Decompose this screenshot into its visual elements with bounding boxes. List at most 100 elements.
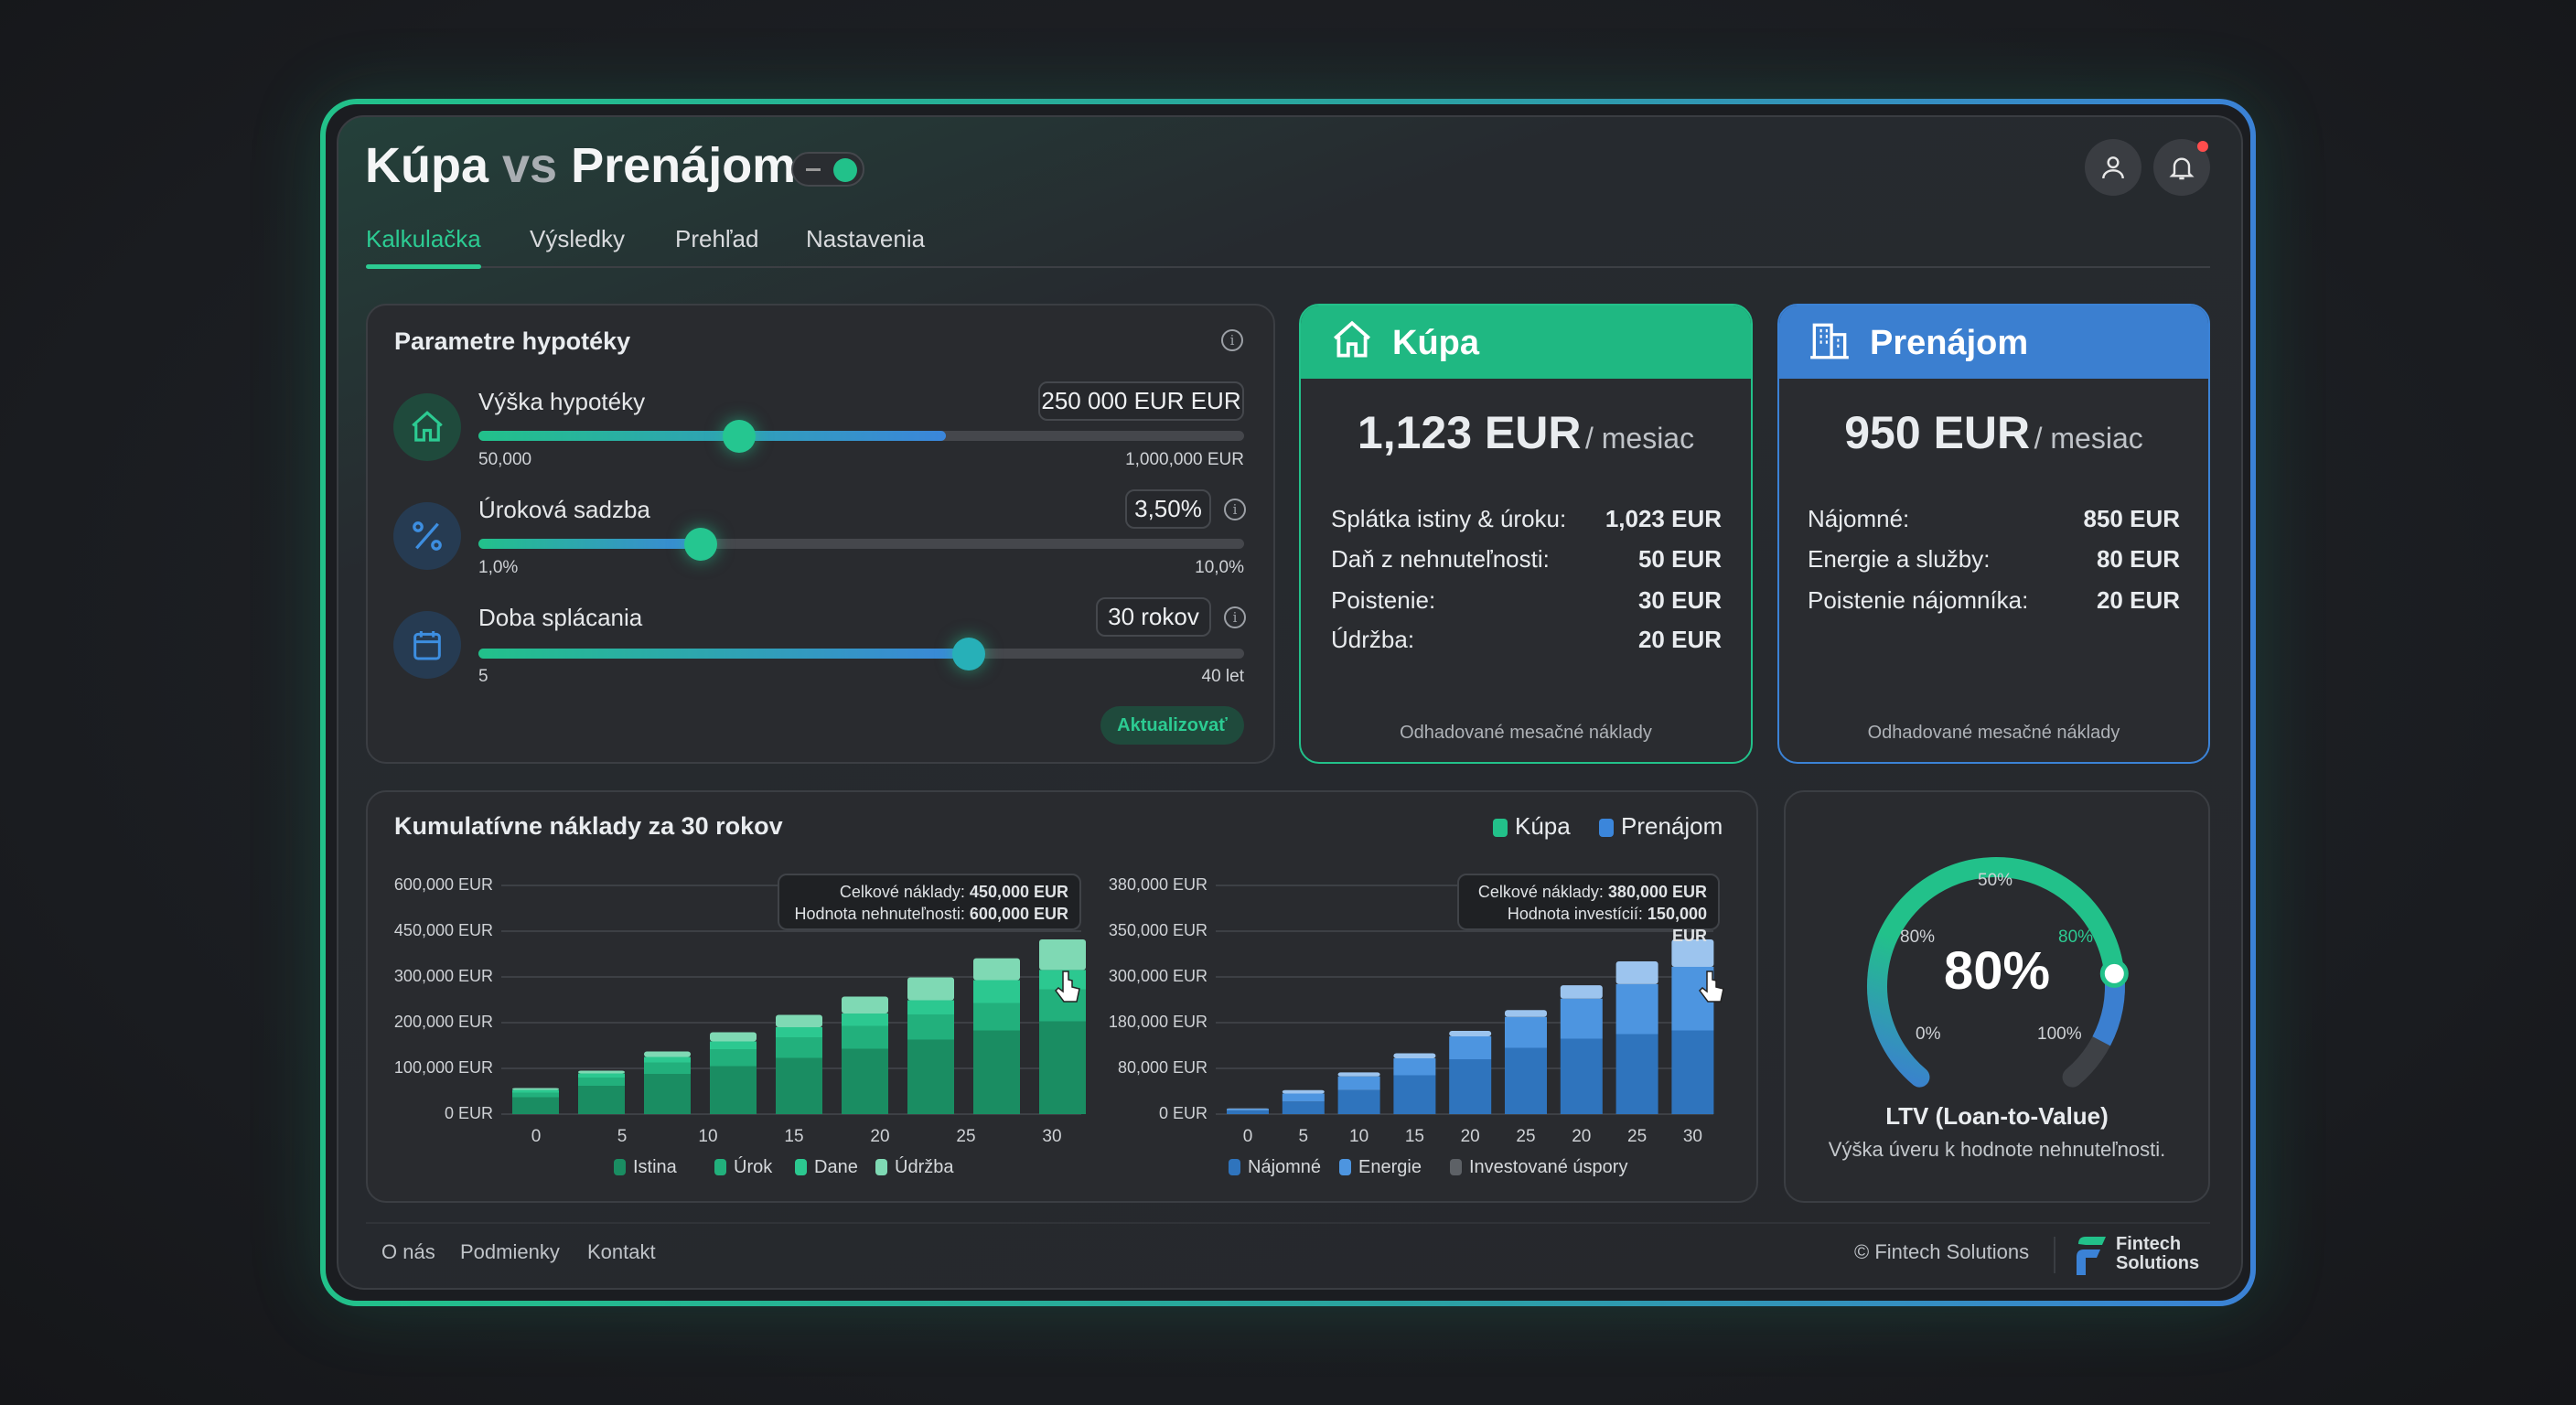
house-icon xyxy=(393,393,461,461)
legend-swatch xyxy=(1339,1159,1351,1175)
bar-segment-Nájomné[interactable] xyxy=(1671,1030,1714,1115)
bar-segment-Údržba[interactable] xyxy=(1039,939,1086,971)
info-icon[interactable]: i xyxy=(1224,606,1246,628)
footer-link-contact[interactable]: Kontakt xyxy=(587,1240,656,1263)
bar-segment-Investované úspory[interactable] xyxy=(1615,961,1658,984)
bar-segment-Energie[interactable] xyxy=(1560,998,1603,1039)
bar-segment-Nájomné[interactable] xyxy=(1282,1101,1325,1114)
bar-segment-Údržba[interactable] xyxy=(644,1051,691,1057)
chart-legend-item: Úrok xyxy=(714,1157,772,1178)
tab-nastavenia[interactable]: Nastavenia xyxy=(806,225,926,252)
cost-row-label: Energie a služby: xyxy=(1808,545,1991,573)
bar-segment-Údržba[interactable] xyxy=(907,977,954,1001)
bar-segment-Údržba[interactable] xyxy=(973,958,1020,981)
bar-segment-Investované úspory[interactable] xyxy=(1449,1031,1492,1036)
bar-segment-Nájomné[interactable] xyxy=(1337,1089,1380,1114)
bar-segment-Nájomné[interactable] xyxy=(1615,1034,1658,1115)
loan-term-slider[interactable] xyxy=(478,638,1244,670)
bar-segment-Úrok[interactable] xyxy=(776,1037,822,1058)
bar-segment-Dane[interactable] xyxy=(907,1000,954,1015)
chart-legend-item: Istina xyxy=(614,1157,677,1178)
tab-kalkulacka[interactable]: Kalkulačka xyxy=(366,225,481,252)
bar-segment-Investované úspory[interactable] xyxy=(1227,1108,1269,1110)
gauge-knob[interactable] xyxy=(2099,959,2129,988)
bar-segment-Istina[interactable] xyxy=(1039,1021,1086,1115)
bar-segment-Istina[interactable] xyxy=(907,1039,954,1115)
bar-segment-Nájomné[interactable] xyxy=(1227,1110,1269,1114)
bar-segment-Energie[interactable] xyxy=(1449,1036,1492,1059)
bar-segment-Istina[interactable] xyxy=(512,1097,559,1115)
loan-term-input[interactable]: 30 rokov xyxy=(1096,597,1211,637)
bar-segment-Energie[interactable] xyxy=(1337,1076,1380,1090)
footer-link-about[interactable]: O nás xyxy=(381,1240,435,1263)
bar-segment-Energie[interactable] xyxy=(1615,983,1658,1035)
bar-segment-Údržba[interactable] xyxy=(578,1070,625,1074)
bar-segment-Investované úspory[interactable] xyxy=(1393,1053,1436,1059)
bar-segment-Úrok[interactable] xyxy=(512,1092,559,1098)
bar-segment-Istina[interactable] xyxy=(776,1057,822,1115)
bar-segment-Istina[interactable] xyxy=(842,1048,888,1115)
bar-segment-Dane[interactable] xyxy=(842,1014,888,1026)
bar-segment-Istina[interactable] xyxy=(973,1030,1020,1115)
bar-segment-Úrok[interactable] xyxy=(578,1078,625,1086)
bar-segment-Nájomné[interactable] xyxy=(1449,1059,1492,1114)
bar-segment-Úrok[interactable] xyxy=(842,1025,888,1049)
update-button[interactable]: Aktualizovať xyxy=(1100,706,1244,745)
bar-segment-Úrok[interactable] xyxy=(973,1003,1020,1031)
mode-toggle[interactable] xyxy=(791,152,864,187)
bar-segment-Úrok[interactable] xyxy=(644,1062,691,1075)
bar-segment-Istina[interactable] xyxy=(644,1074,691,1114)
slider-handle[interactable] xyxy=(951,638,985,670)
x-tick-label: 20 xyxy=(1572,1127,1592,1146)
loan-amount-input[interactable]: 250 000 EUR EUR xyxy=(1038,381,1244,421)
bar-segment-Údržba[interactable] xyxy=(842,996,888,1014)
tab-vysledky[interactable]: Výsledky xyxy=(530,225,626,252)
bar-segment-Nájomné[interactable] xyxy=(1393,1075,1436,1115)
bar-segment-Nájomné[interactable] xyxy=(1505,1047,1547,1115)
gauge-label-50: 50% xyxy=(1978,871,2013,890)
bar-segment-Dane[interactable] xyxy=(776,1027,822,1037)
bar-segment-Údržba[interactable] xyxy=(710,1032,757,1042)
bar-segment-Údržba[interactable] xyxy=(776,1014,822,1028)
cost-row-label: Splátka istiny & úroku: xyxy=(1331,505,1567,532)
interest-rate-input[interactable]: 3,50% xyxy=(1125,489,1211,529)
slider-handle[interactable] xyxy=(683,528,717,561)
chart-tooltip: Celkové náklady: 450,000 EUR Hodnota nehn… xyxy=(778,874,1081,930)
tab-prehlad[interactable]: Prehľad xyxy=(675,225,759,252)
bar-segment-Nájomné[interactable] xyxy=(1560,1038,1603,1115)
bar-segment-Úrok[interactable] xyxy=(907,1014,954,1040)
bar-segment-Investované úspory[interactable] xyxy=(1560,985,1603,999)
bar-segment-Úrok[interactable] xyxy=(710,1049,757,1067)
cost-row-value: 50 EUR xyxy=(1637,545,1722,573)
bar-segment-Energie[interactable] xyxy=(1227,1109,1269,1111)
footer-link-terms[interactable]: Podmienky xyxy=(460,1240,560,1263)
legend-buy: Kúpa xyxy=(1493,812,1571,841)
bar-segment-Energie[interactable] xyxy=(1282,1093,1325,1102)
bar-segment-Dane[interactable] xyxy=(512,1089,559,1093)
bar-segment-Dane[interactable] xyxy=(710,1041,757,1050)
bar-segment-Investované úspory[interactable] xyxy=(1505,1010,1547,1017)
bar-segment-Investované úspory[interactable] xyxy=(1671,939,1714,967)
interest-rate-slider[interactable] xyxy=(478,528,1244,561)
bar-segment-Istina[interactable] xyxy=(578,1086,625,1114)
user-button[interactable] xyxy=(2085,139,2141,196)
slider-handle[interactable] xyxy=(722,420,756,453)
bar-segment-Investované úspory[interactable] xyxy=(1337,1072,1380,1077)
info-icon[interactable]: i xyxy=(1221,329,1243,351)
loan-amount-slider[interactable] xyxy=(478,420,1244,453)
chart-legend-item: Investované úspory xyxy=(1450,1157,1627,1178)
bar-segment-Dane[interactable] xyxy=(644,1056,691,1063)
bar-segment-Energie[interactable] xyxy=(1393,1058,1436,1076)
y-tick-label: 300,000 EUR xyxy=(1108,967,1208,985)
y-tick-label: 450,000 EUR xyxy=(393,921,493,939)
bar-segment-Dane[interactable] xyxy=(578,1073,625,1078)
bar-segment-Investované úspory[interactable] xyxy=(1282,1089,1325,1094)
info-icon[interactable]: i xyxy=(1224,499,1246,520)
bar-segment-Energie[interactable] xyxy=(1505,1016,1547,1048)
title-rent: Prenájom xyxy=(571,138,797,193)
bar-segment-Dane[interactable] xyxy=(973,980,1020,1003)
notifications-button[interactable] xyxy=(2153,139,2210,196)
bar-segment-Údržba[interactable] xyxy=(512,1088,559,1090)
price-value: 1,123 EUR xyxy=(1357,407,1582,458)
bar-segment-Istina[interactable] xyxy=(710,1066,757,1115)
